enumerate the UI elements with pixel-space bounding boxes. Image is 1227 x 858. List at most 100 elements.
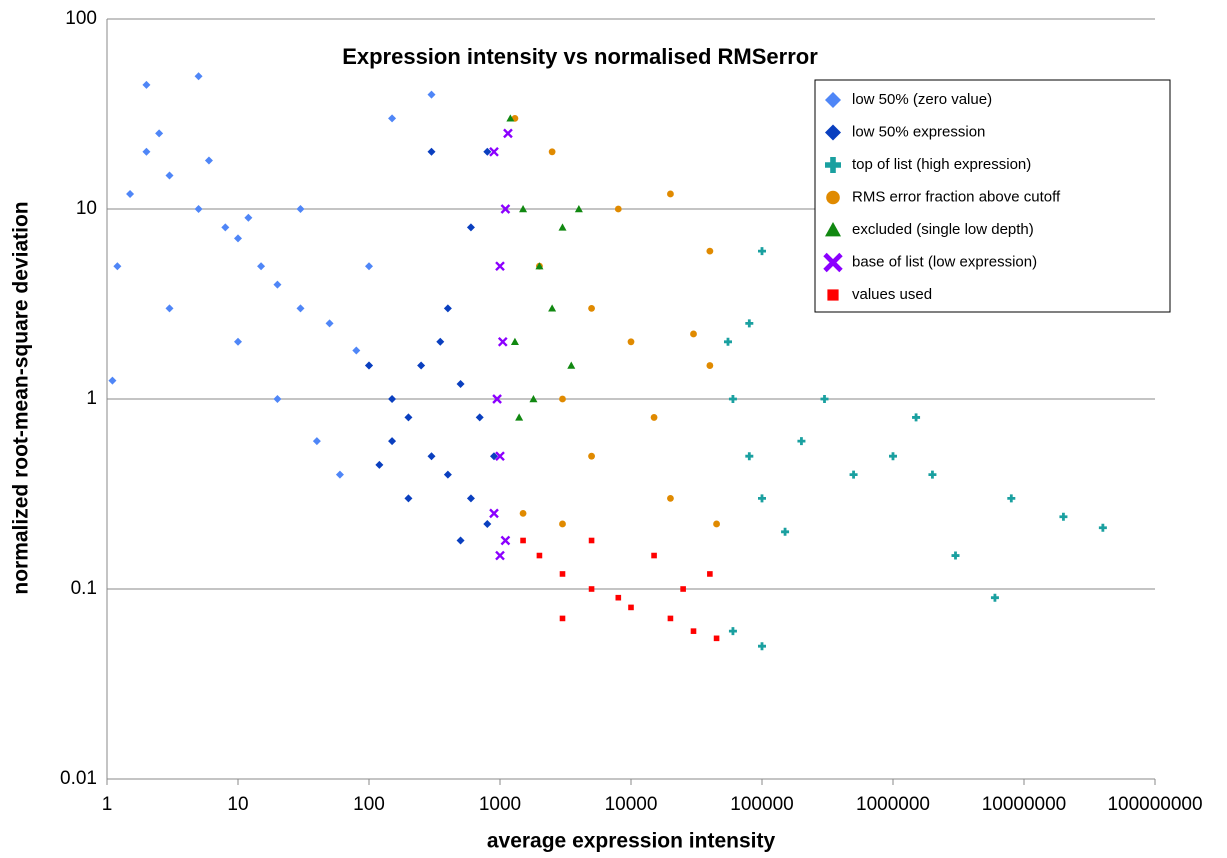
point xyxy=(506,114,515,122)
legend-marker xyxy=(825,222,841,237)
point xyxy=(559,571,566,577)
point xyxy=(1098,523,1107,532)
point xyxy=(588,586,595,592)
point xyxy=(713,635,720,642)
point xyxy=(325,319,334,328)
point xyxy=(928,470,937,479)
point xyxy=(142,80,151,89)
point xyxy=(427,147,436,156)
point xyxy=(797,437,806,446)
point xyxy=(427,90,436,99)
point xyxy=(221,223,230,232)
legend-label: low 50% (zero value) xyxy=(852,91,992,108)
point xyxy=(500,204,511,214)
y-tick-label: 1 xyxy=(86,388,97,409)
y-tick-label: 0.1 xyxy=(71,578,97,599)
point xyxy=(113,262,122,271)
point xyxy=(990,593,999,602)
x-tick-label: 1000000 xyxy=(856,794,930,815)
point xyxy=(758,247,766,256)
point xyxy=(519,205,528,213)
legend-marker xyxy=(825,124,841,141)
point xyxy=(758,494,766,503)
x-axis-label: average expression intensity xyxy=(487,830,776,853)
point xyxy=(559,615,566,622)
point xyxy=(165,171,174,180)
point xyxy=(529,395,538,403)
point xyxy=(273,395,282,403)
point xyxy=(615,594,622,601)
point xyxy=(352,346,361,355)
legend-marker xyxy=(827,289,839,301)
point xyxy=(588,304,595,312)
x-tick-label: 100000 xyxy=(730,794,793,815)
point xyxy=(388,395,397,403)
point xyxy=(706,362,714,369)
y-axis-label: normalized root-mean-square deviation xyxy=(10,201,33,594)
legend-marker xyxy=(825,157,841,173)
point xyxy=(466,223,475,232)
point xyxy=(690,330,697,338)
point xyxy=(388,437,397,446)
legend xyxy=(814,79,1171,313)
point xyxy=(234,337,242,346)
x-tick-label: 1 xyxy=(102,794,113,815)
point xyxy=(417,361,426,370)
legend-marker xyxy=(823,252,843,273)
point xyxy=(519,509,527,517)
point xyxy=(404,413,413,422)
legend-label: RMS error fraction above cutoff xyxy=(852,188,1061,205)
point xyxy=(273,280,282,289)
point xyxy=(536,552,543,559)
point xyxy=(108,376,117,385)
point xyxy=(244,213,253,222)
point xyxy=(1007,494,1016,503)
point xyxy=(690,628,697,634)
point xyxy=(495,451,505,462)
point xyxy=(567,361,576,369)
point xyxy=(456,379,465,388)
point xyxy=(375,460,384,469)
point xyxy=(194,205,203,213)
point xyxy=(559,520,566,528)
point xyxy=(713,520,720,528)
point xyxy=(723,337,732,346)
point xyxy=(483,519,492,528)
point xyxy=(627,338,635,346)
point xyxy=(365,262,373,271)
point xyxy=(614,205,622,213)
point xyxy=(558,223,567,231)
point xyxy=(781,527,790,536)
point xyxy=(503,128,513,139)
point xyxy=(820,395,829,403)
point xyxy=(728,627,737,636)
point xyxy=(728,395,737,403)
legend-label: low 50% expression xyxy=(852,123,985,140)
point xyxy=(126,189,135,198)
point xyxy=(588,452,595,460)
point xyxy=(912,413,921,422)
point xyxy=(456,536,465,545)
point xyxy=(574,205,583,213)
x-tick-label: 1000 xyxy=(479,794,521,815)
point xyxy=(559,395,566,403)
legend-marker xyxy=(825,92,841,108)
point xyxy=(475,413,484,422)
point xyxy=(365,361,373,370)
legend-marker xyxy=(826,190,840,205)
point xyxy=(758,642,766,651)
point xyxy=(155,129,164,138)
point xyxy=(388,114,397,123)
point xyxy=(667,190,674,198)
point xyxy=(443,304,452,313)
point xyxy=(667,615,674,622)
point xyxy=(483,147,492,156)
point xyxy=(515,413,524,421)
point xyxy=(520,537,526,544)
point xyxy=(548,148,556,156)
point xyxy=(667,494,674,502)
point xyxy=(497,336,508,347)
point xyxy=(680,586,686,592)
point xyxy=(296,304,305,313)
point xyxy=(194,72,203,81)
